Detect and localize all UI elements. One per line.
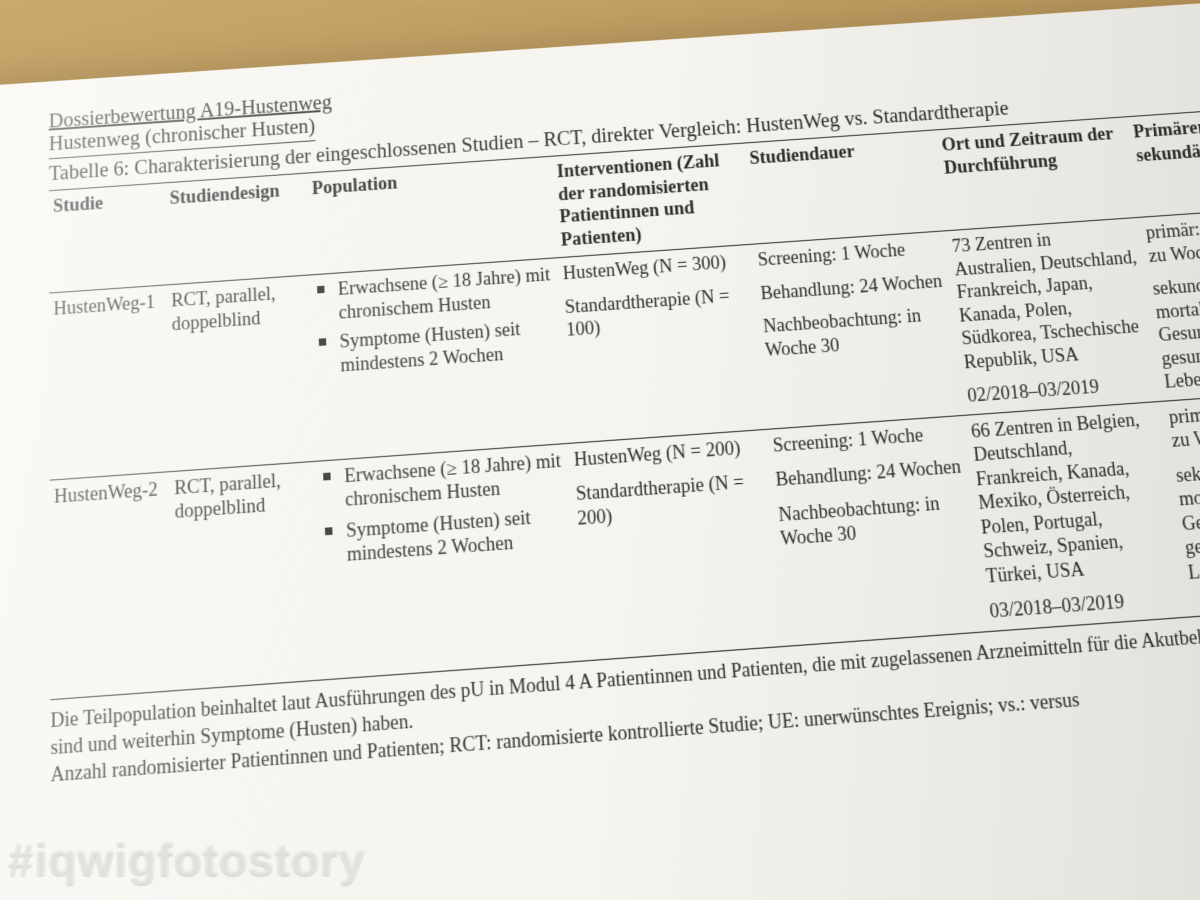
intervention-arm: HustenWeg (N = 200) [573,434,761,471]
cell-duration: Screening: 1 Woche Behandlung: 24 Wochen… [767,415,987,646]
population-item: Erwachsene (≥ 18 Jahre) mit chronischem … [340,448,564,512]
location-centers: 66 Zentren in Belgien, Deutschland, Fran… [970,406,1176,588]
endpoint-primary: primär: Symptomfreiheit zu Woche 30; [1144,208,1200,267]
location-centers: 73 Zentren in Australien, Deutschland, F… [951,222,1149,373]
cell-design: RCT, parallel, doppelblind [170,461,323,690]
duration-screening: Screening: 1 Woche [772,420,960,457]
duration-screening: Screening: 1 Woche [757,236,941,272]
population-item: Symptome (Husten) seit mindestens 2 Woch… [341,503,566,568]
col-endpoints-text: Primärer Endpunkt; sekundäre Endpunkte [1132,111,1200,165]
intervention-arm: Standardtherapie (N = 100) [564,282,751,341]
col-design: Studiendesign [165,173,310,285]
location-period: 02/2018–03/2019 [966,371,1153,408]
duration-followup: Nachbeobachtung: in Woche 30 [777,489,969,551]
cell-location: 66 Zentren in Belgien, Deutschland, Fran… [965,401,1189,631]
cell-study: HustenWeg-1 [49,285,170,480]
col-study: Studie [49,183,167,293]
cell-interventions: HustenWeg (N = 300) Standardtherapie (N … [558,244,767,443]
population-item: Erwachsene (≥ 18 Jahre) mit chronischem … [333,263,552,324]
cell-interventions: HustenWeg (N = 200) Standardtherapie (N … [569,429,785,660]
duration-followup: Nachbeobachtung: in Woche 30 [762,302,950,361]
col-interventions: Interventionen (Zahl der randomisierten … [552,143,753,258]
cell-population: Erwachsene (≥ 18 Jahre) mit chronischem … [316,443,581,679]
cell-location: 73 Zentren in Australien, Deutschland, F… [946,217,1162,414]
endpoint-secondary: sekundär: Gesamt­mortalität, Symptomatik… [1151,264,1200,394]
studies-table: Studie Studiendesign Population Interven… [49,102,1200,698]
col-location: Ort und Zeitraum der Durchführung [936,117,1140,231]
endpoint-primary: primär: Symptomfreiheit zu Woche 30; [1167,391,1200,452]
col-duration: Studiendauer [744,130,946,244]
cell-design: RCT, parallel, doppelblind [167,275,316,471]
intervention-arm: Standardtherapie (N = 200) [575,469,766,531]
cell-study: HustenWeg-2 [50,471,174,698]
col-population: Population [307,156,558,275]
intervention-arm: HustenWeg (N = 300) [562,249,746,285]
cell-duration: Screening: 1 Woche Behandlung: 24 Wochen… [752,231,965,429]
cell-population: Erwachsene (≥ 18 Jahre) mit chronischem … [311,258,569,461]
col-endpoints: Primärer Endpunkt; sekundäre Endpunktea [1127,103,1200,218]
document-page: Dossierbewertung A19-Hustenweg Version 1… [0,0,1200,900]
population-item: Symptome (Husten) seit mindestens 2 Woch… [335,315,556,377]
duration-treatment: Behandlung: 24 Wochen [760,269,945,305]
photo-scene: Dossierbewertung A19-Hustenweg Version 1… [0,0,1200,900]
duration-treatment: Behandlung: 24 Wochen [775,454,964,491]
